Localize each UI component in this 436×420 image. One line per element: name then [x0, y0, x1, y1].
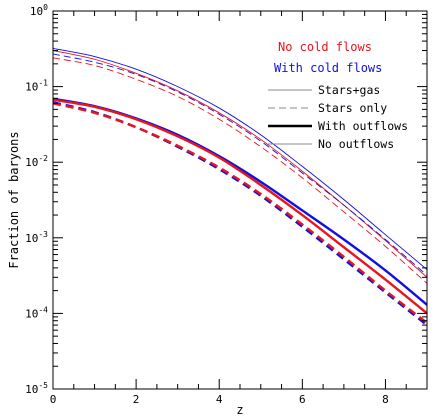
legend-label-stars-gas: Stars+gas: [318, 83, 380, 97]
plot-frame: [52, 10, 428, 390]
series-line-7: [52, 101, 428, 327]
x-tick-label: 6: [299, 393, 306, 406]
y-tick-label: 10-1: [25, 79, 48, 94]
x-axis-label: z: [236, 403, 243, 417]
x-tick-label: 2: [133, 393, 140, 406]
y-tick-label: 10-2: [25, 154, 48, 169]
legend: No cold flows With cold flows Stars+gas …: [268, 40, 408, 151]
y-tick-label: 10-4: [25, 305, 48, 320]
series-line-6: [52, 98, 428, 315]
series-line-3: [52, 53, 428, 276]
series-line-4: [52, 57, 428, 284]
legend-label-stars-only: Stars only: [318, 101, 387, 115]
y-tick-label: 100: [30, 3, 48, 18]
x-tick-label: 8: [382, 393, 389, 406]
y-tick-label: 10-5: [25, 381, 48, 396]
legend-header-with-cold-flows: With cold flows: [274, 61, 382, 75]
y-axis-label: Fraction of baryons: [7, 131, 21, 268]
y-tick-label: 10-3: [25, 230, 48, 245]
series-layer: [52, 47, 428, 327]
tick-labels-layer: 0 2 4 6 8 10-5 10-4 10-3 10-2 10-1 100: [25, 3, 389, 406]
x-tick-label: 0: [50, 393, 57, 406]
legend-label-with-outflows: With outflows: [318, 119, 408, 133]
series-line-1: [52, 47, 428, 270]
series-line-2: [52, 50, 428, 278]
legend-label-no-outflows: No outflows: [318, 137, 394, 151]
legend-header-no-cold-flows: No cold flows: [278, 40, 372, 54]
x-tick-label: 4: [216, 393, 223, 406]
